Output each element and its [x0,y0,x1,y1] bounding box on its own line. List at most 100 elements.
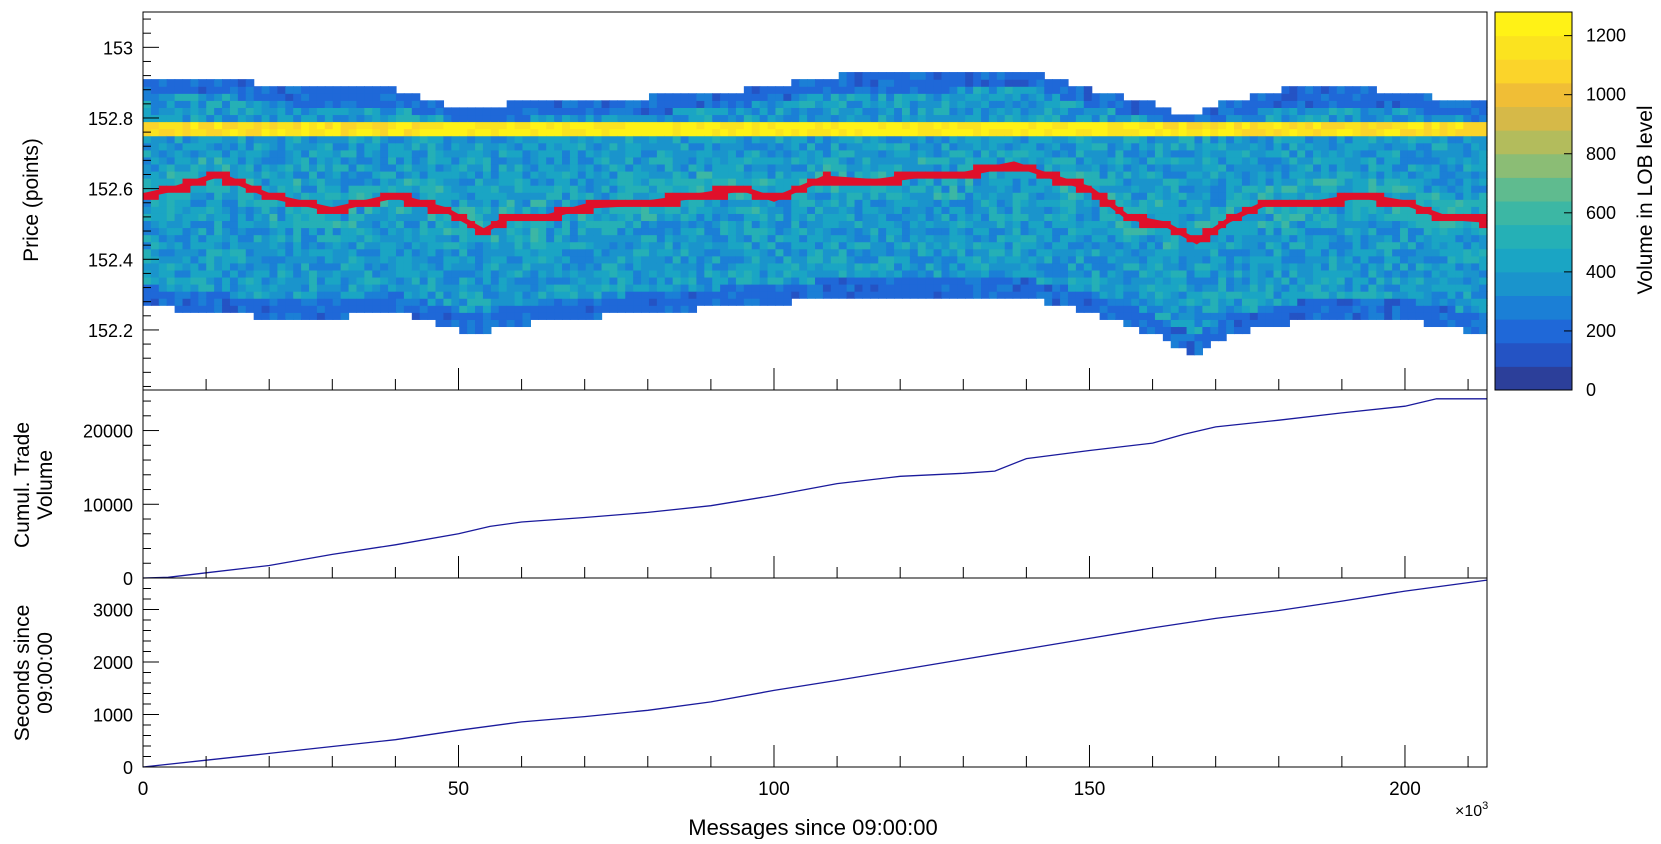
heatmap-cell [957,241,966,250]
heatmap-cell [222,121,231,130]
heatmap-cell [1075,142,1085,151]
heatmap-cell [775,255,784,264]
heatmap-cell [1305,128,1314,137]
heatmap-cell [277,149,286,158]
heatmap-cell [656,100,666,108]
heatmap-cell [419,284,429,292]
heatmap-cell [981,291,990,299]
heatmap-cell [1273,149,1283,158]
heatmap-cell [1234,269,1243,278]
heatmap-cell [641,298,650,306]
heatmap-cell [1368,170,1377,179]
heatmap-cell [348,269,358,278]
heatmap-cell [854,199,864,207]
heatmap-cell [411,241,421,250]
heatmap-cell [1234,114,1243,123]
heatmap-cell [941,93,950,101]
heatmap-cell [1091,142,1101,151]
heatmap-cell [459,262,468,271]
heatmap-cell [206,192,215,200]
heatmap-cell [459,142,468,151]
heatmap-cell [1320,291,1330,299]
heatmap-cell [1368,305,1377,313]
heatmap-cell [253,199,263,207]
heatmap-cell [648,206,658,214]
heatmap-cell [554,185,563,193]
heatmap-cell [1178,234,1188,243]
heatmap-cell [901,121,911,130]
heatmap-cell [1107,156,1117,165]
heatmap-cell [1328,199,1338,207]
heatmap-cell [1265,156,1275,165]
heatmap-cell [190,93,199,101]
heatmap-cell [854,234,864,243]
heatmap-cell [1123,255,1132,264]
heatmap-cell [1091,206,1101,214]
heatmap-cell [981,185,990,193]
heatmap-cell [601,128,611,137]
heatmap-cell [862,291,871,299]
heatmap-cell [490,276,500,285]
heatmap-cell [1313,142,1322,151]
heatmap-cell [1020,149,1030,158]
heatmap-cell [1154,298,1164,306]
heatmap-cell [1241,234,1251,243]
heatmap-cell [759,149,769,158]
heatmap-cell [815,86,824,94]
heatmap-cell [1067,121,1077,130]
heatmap-cell [720,100,729,108]
heatmap-cell [751,128,761,137]
heatmap-cell [870,255,879,264]
heatmap-cell [388,114,397,123]
heatmap-cell [846,291,856,299]
heatmap-cell [625,178,634,186]
heatmap-cell [372,255,381,264]
heatmap-cell [1265,213,1275,222]
heatmap-cell [348,192,358,200]
heatmap-cell [909,192,919,200]
heatmap-cell [807,156,816,165]
heatmap-cell [245,298,255,306]
heatmap-cell [672,234,682,243]
heatmap-cell [229,121,239,130]
heatmap-cell [285,241,294,250]
heatmap-cell [870,72,879,80]
heatmap-cell [830,220,840,229]
heatmap-cell [870,114,879,123]
heatmap-cell [1305,241,1314,250]
heatmap-cell [807,213,816,222]
heatmap-cell [316,114,326,123]
heatmap-cell [356,262,365,271]
heatmap-cell [1281,121,1290,130]
heatmap-cell [1091,100,1101,108]
heatmap-cell [1083,269,1093,278]
heatmap-cell [1147,213,1156,222]
heatmap-cell [925,248,935,257]
heatmap-cell [870,142,879,151]
heatmap-cell [925,199,935,207]
heatmap-cell [222,241,231,250]
heatmap-cell [562,100,571,108]
heatmap-cell [285,178,294,186]
heatmap-cell [1052,93,1061,101]
heatmap-cell [158,269,168,278]
heatmap-cell [846,72,856,80]
heatmap-cell [704,100,713,108]
heatmap-cell [482,163,492,172]
heatmap-cell [870,220,879,229]
heatmap-cell [1305,248,1314,257]
heatmap-cell [1218,121,1227,130]
heatmap-cell [293,269,302,278]
heatmap-cell [372,276,381,285]
heatmap-cell [538,114,547,123]
heatmap-cell [648,156,658,165]
heatmap-cell [830,170,840,179]
heatmap-cell [909,248,919,257]
heatmap-cell [1305,156,1314,165]
heatmap-cell [854,128,864,137]
heatmap-cell [767,100,777,108]
heatmap-cell [957,291,966,299]
heatmap-cell [601,213,611,222]
heatmap-cell [1202,241,1211,250]
heatmap-cell [775,156,784,165]
